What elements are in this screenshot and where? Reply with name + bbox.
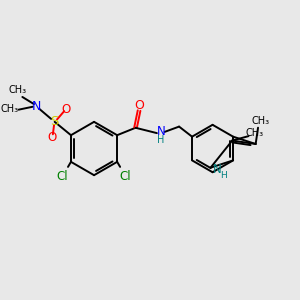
- Text: O: O: [134, 99, 144, 112]
- Text: O: O: [61, 103, 70, 116]
- Text: H: H: [157, 135, 165, 145]
- Text: Cl: Cl: [120, 169, 131, 183]
- Text: S: S: [50, 115, 59, 128]
- Text: CH₃: CH₃: [251, 116, 269, 126]
- Text: N: N: [157, 125, 165, 138]
- Text: N: N: [213, 163, 221, 176]
- Text: O: O: [48, 131, 57, 144]
- Text: CH₃: CH₃: [1, 104, 19, 114]
- Text: H: H: [220, 172, 227, 181]
- Text: CH₃: CH₃: [9, 85, 27, 95]
- Text: Cl: Cl: [57, 169, 68, 183]
- Text: N: N: [32, 100, 41, 113]
- Text: CH₃: CH₃: [246, 128, 264, 138]
